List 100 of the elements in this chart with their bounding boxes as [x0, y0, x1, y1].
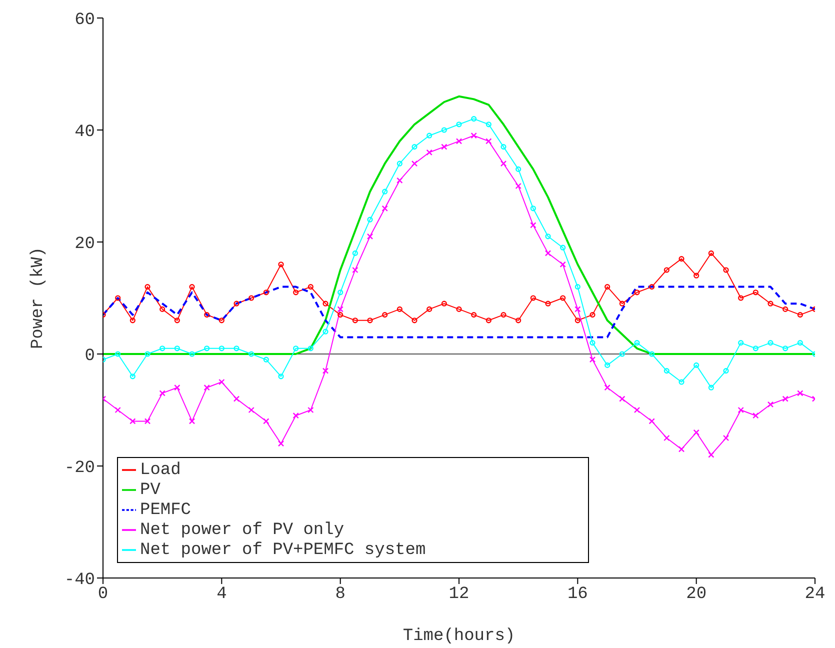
point [441, 144, 448, 150]
point [188, 418, 196, 424]
point [352, 318, 358, 324]
point [664, 434, 670, 442]
point [366, 233, 374, 240]
point [441, 300, 447, 306]
x-tick-label: 8 [335, 585, 346, 604]
point [248, 351, 254, 357]
point [174, 318, 180, 324]
point [263, 290, 269, 296]
point [722, 434, 730, 442]
point [115, 351, 121, 357]
point [174, 384, 180, 391]
point [367, 216, 373, 222]
point [560, 244, 566, 250]
point [634, 290, 640, 296]
point [189, 284, 195, 290]
point [797, 312, 803, 318]
point [456, 138, 462, 144]
point [234, 346, 240, 352]
point [634, 340, 640, 346]
point [130, 374, 136, 380]
point [782, 346, 788, 352]
point [500, 312, 506, 318]
point [648, 418, 655, 424]
point [545, 234, 551, 240]
point [500, 144, 506, 150]
point [604, 284, 610, 290]
point [144, 284, 150, 290]
point [678, 256, 684, 262]
y-tick-label: -40 [64, 571, 95, 590]
point [470, 132, 477, 139]
point [782, 396, 788, 402]
point [248, 406, 254, 414]
point [694, 362, 700, 368]
point [752, 290, 758, 296]
point [204, 384, 210, 391]
point [768, 340, 774, 346]
point [486, 138, 492, 144]
point [516, 318, 522, 324]
point [160, 346, 166, 352]
point [308, 346, 314, 352]
point [649, 351, 655, 357]
point [352, 266, 358, 274]
point [130, 418, 136, 424]
point [797, 340, 803, 346]
point [322, 300, 328, 306]
point [263, 356, 269, 362]
point [486, 318, 492, 324]
x-tick-label: 24 [804, 585, 826, 604]
point [338, 312, 344, 318]
point [619, 351, 625, 357]
point [278, 262, 284, 268]
point [782, 306, 788, 312]
y-tick-label: 40 [74, 123, 95, 142]
point [708, 384, 714, 390]
point [174, 346, 180, 352]
point [308, 284, 314, 290]
point [693, 429, 700, 436]
point [396, 160, 402, 166]
point [396, 177, 403, 184]
point [678, 446, 685, 452]
point [545, 300, 551, 306]
legend-label: Net power of PV+PEMFC system [140, 541, 426, 560]
point [144, 351, 150, 357]
point [114, 406, 121, 414]
point [308, 406, 314, 414]
point [708, 250, 714, 256]
point [516, 166, 522, 172]
point [292, 412, 299, 419]
point [797, 390, 804, 396]
point [738, 340, 744, 346]
point [382, 312, 388, 318]
point [574, 284, 580, 290]
point [233, 396, 240, 402]
point [738, 295, 744, 301]
point [574, 306, 581, 312]
y-tick-label: 60 [74, 11, 95, 30]
x-axis-title: Time(hours) [402, 627, 516, 646]
point [619, 300, 625, 306]
point [634, 406, 640, 414]
y-tick-label: -20 [64, 459, 95, 478]
x-tick-label: 16 [567, 585, 588, 604]
point [486, 122, 492, 128]
point [204, 346, 210, 352]
point [768, 300, 774, 306]
point [515, 182, 522, 190]
y-axis-title: Power (kW) [29, 246, 48, 350]
point [115, 295, 121, 301]
point [218, 318, 224, 324]
point [767, 401, 774, 408]
x-tick-label: 20 [686, 585, 707, 604]
point [456, 306, 462, 312]
point [426, 149, 432, 156]
point [530, 206, 536, 212]
x-tick-label: 4 [216, 585, 227, 604]
point [441, 127, 447, 133]
point [396, 306, 402, 312]
point [560, 295, 566, 301]
point [544, 250, 552, 256]
